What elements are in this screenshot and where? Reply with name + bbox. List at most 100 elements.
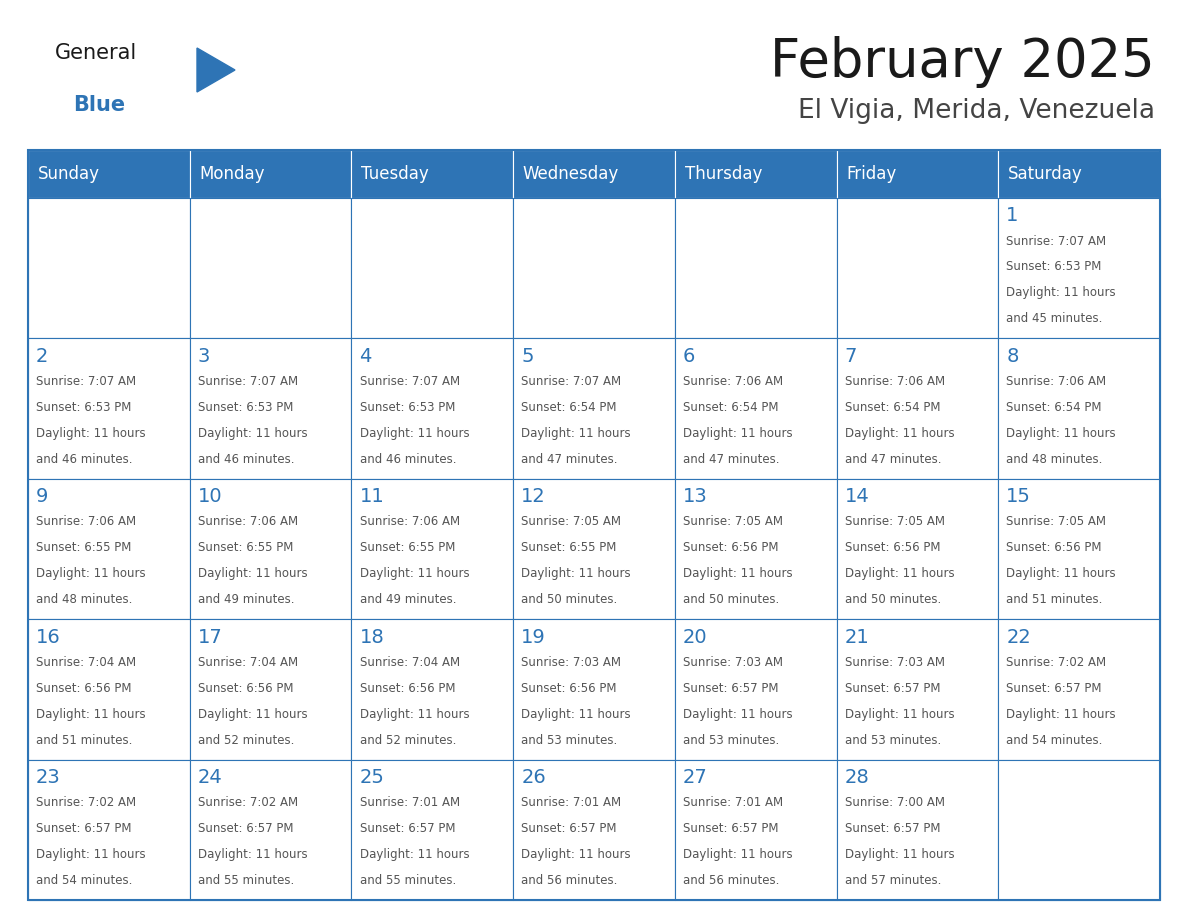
- Text: Daylight: 11 hours: Daylight: 11 hours: [36, 427, 146, 440]
- Bar: [190, 479, 352, 620]
- Text: Sunrise: 7:04 AM: Sunrise: 7:04 AM: [197, 655, 298, 668]
- Text: Sunset: 6:53 PM: Sunset: 6:53 PM: [360, 401, 455, 414]
- Text: and 50 minutes.: and 50 minutes.: [683, 593, 779, 606]
- Text: 20: 20: [683, 628, 708, 646]
- Text: Daylight: 11 hours: Daylight: 11 hours: [197, 567, 308, 580]
- Text: Daylight: 11 hours: Daylight: 11 hours: [36, 848, 146, 861]
- Text: Daylight: 11 hours: Daylight: 11 hours: [522, 567, 631, 580]
- Bar: [190, 759, 352, 900]
- Bar: [998, 479, 1159, 620]
- Text: Sunset: 6:57 PM: Sunset: 6:57 PM: [845, 823, 940, 835]
- Text: 12: 12: [522, 487, 546, 506]
- Text: and 54 minutes.: and 54 minutes.: [36, 874, 132, 887]
- Text: and 53 minutes.: and 53 minutes.: [845, 733, 941, 746]
- Text: Daylight: 11 hours: Daylight: 11 hours: [845, 848, 954, 861]
- Text: Sunrise: 7:07 AM: Sunrise: 7:07 AM: [522, 375, 621, 388]
- Text: and 50 minutes.: and 50 minutes.: [522, 593, 618, 606]
- Text: Sunrise: 7:03 AM: Sunrise: 7:03 AM: [683, 655, 783, 668]
- Text: Daylight: 11 hours: Daylight: 11 hours: [845, 427, 954, 440]
- Text: 10: 10: [197, 487, 222, 506]
- Bar: [352, 479, 513, 620]
- Text: Sunrise: 7:00 AM: Sunrise: 7:00 AM: [845, 796, 944, 809]
- Text: and 57 minutes.: and 57 minutes.: [845, 874, 941, 887]
- Text: Sunrise: 7:07 AM: Sunrise: 7:07 AM: [1006, 234, 1106, 248]
- Text: 23: 23: [36, 768, 61, 787]
- Text: El Vigia, Merida, Venezuela: El Vigia, Merida, Venezuela: [798, 98, 1155, 124]
- Text: Daylight: 11 hours: Daylight: 11 hours: [36, 708, 146, 721]
- Text: Daylight: 11 hours: Daylight: 11 hours: [197, 848, 308, 861]
- Bar: [352, 150, 513, 198]
- Text: Friday: Friday: [846, 165, 897, 183]
- Text: Daylight: 11 hours: Daylight: 11 hours: [522, 708, 631, 721]
- Bar: [836, 150, 998, 198]
- Text: Sunrise: 7:06 AM: Sunrise: 7:06 AM: [360, 515, 460, 528]
- Text: Sunset: 6:57 PM: Sunset: 6:57 PM: [36, 823, 132, 835]
- Text: 9: 9: [36, 487, 49, 506]
- Text: Sunset: 6:55 PM: Sunset: 6:55 PM: [360, 542, 455, 554]
- Text: Sunset: 6:54 PM: Sunset: 6:54 PM: [845, 401, 940, 414]
- Text: Sunset: 6:54 PM: Sunset: 6:54 PM: [1006, 401, 1102, 414]
- Text: 24: 24: [197, 768, 222, 787]
- Text: Saturday: Saturday: [1007, 165, 1082, 183]
- Text: Sunrise: 7:07 AM: Sunrise: 7:07 AM: [197, 375, 298, 388]
- Text: and 51 minutes.: and 51 minutes.: [36, 733, 132, 746]
- Text: Sunset: 6:56 PM: Sunset: 6:56 PM: [683, 542, 778, 554]
- Bar: [836, 479, 998, 620]
- Text: Sunset: 6:56 PM: Sunset: 6:56 PM: [360, 682, 455, 695]
- Text: and 56 minutes.: and 56 minutes.: [522, 874, 618, 887]
- Text: Sunrise: 7:01 AM: Sunrise: 7:01 AM: [360, 796, 460, 809]
- Bar: [29, 150, 1159, 900]
- Text: Sunrise: 7:04 AM: Sunrise: 7:04 AM: [36, 655, 137, 668]
- Text: and 55 minutes.: and 55 minutes.: [197, 874, 295, 887]
- Text: Sunset: 6:57 PM: Sunset: 6:57 PM: [683, 682, 778, 695]
- Text: Daylight: 11 hours: Daylight: 11 hours: [360, 848, 469, 861]
- Bar: [352, 198, 513, 339]
- Bar: [513, 759, 675, 900]
- Bar: [352, 759, 513, 900]
- Text: Sunset: 6:55 PM: Sunset: 6:55 PM: [522, 542, 617, 554]
- Text: 7: 7: [845, 347, 857, 366]
- Text: Sunrise: 7:06 AM: Sunrise: 7:06 AM: [1006, 375, 1106, 388]
- Text: Sunrise: 7:03 AM: Sunrise: 7:03 AM: [522, 655, 621, 668]
- Text: Sunrise: 7:07 AM: Sunrise: 7:07 AM: [36, 375, 137, 388]
- Text: and 53 minutes.: and 53 minutes.: [522, 733, 618, 746]
- Text: Sunset: 6:53 PM: Sunset: 6:53 PM: [1006, 261, 1101, 274]
- Text: Daylight: 11 hours: Daylight: 11 hours: [197, 427, 308, 440]
- Text: Monday: Monday: [200, 165, 265, 183]
- Text: Sunrise: 7:02 AM: Sunrise: 7:02 AM: [1006, 655, 1106, 668]
- Text: 5: 5: [522, 347, 533, 366]
- Text: Sunset: 6:56 PM: Sunset: 6:56 PM: [1006, 542, 1102, 554]
- Text: 6: 6: [683, 347, 695, 366]
- Text: Sunset: 6:57 PM: Sunset: 6:57 PM: [1006, 682, 1102, 695]
- Text: Daylight: 11 hours: Daylight: 11 hours: [845, 567, 954, 580]
- Text: Sunrise: 7:05 AM: Sunrise: 7:05 AM: [1006, 515, 1106, 528]
- Bar: [29, 479, 190, 620]
- Bar: [998, 620, 1159, 759]
- Bar: [513, 198, 675, 339]
- Text: and 48 minutes.: and 48 minutes.: [36, 593, 132, 606]
- Bar: [998, 759, 1159, 900]
- Text: Wednesday: Wednesday: [523, 165, 619, 183]
- Bar: [513, 620, 675, 759]
- Bar: [836, 620, 998, 759]
- Text: Sunrise: 7:04 AM: Sunrise: 7:04 AM: [360, 655, 460, 668]
- Text: Daylight: 11 hours: Daylight: 11 hours: [1006, 708, 1116, 721]
- Text: 25: 25: [360, 768, 385, 787]
- Text: 27: 27: [683, 768, 708, 787]
- Text: Sunrise: 7:02 AM: Sunrise: 7:02 AM: [197, 796, 298, 809]
- Text: 28: 28: [845, 768, 870, 787]
- Bar: [513, 479, 675, 620]
- Bar: [29, 198, 190, 339]
- Text: Daylight: 11 hours: Daylight: 11 hours: [683, 848, 792, 861]
- Bar: [29, 620, 190, 759]
- Text: Daylight: 11 hours: Daylight: 11 hours: [360, 427, 469, 440]
- Text: Tuesday: Tuesday: [361, 165, 429, 183]
- Bar: [675, 759, 836, 900]
- Text: and 46 minutes.: and 46 minutes.: [36, 453, 133, 465]
- Text: 21: 21: [845, 628, 870, 646]
- Bar: [190, 620, 352, 759]
- Text: 26: 26: [522, 768, 546, 787]
- Text: 1: 1: [1006, 207, 1019, 226]
- Bar: [998, 198, 1159, 339]
- Text: Sunset: 6:57 PM: Sunset: 6:57 PM: [683, 823, 778, 835]
